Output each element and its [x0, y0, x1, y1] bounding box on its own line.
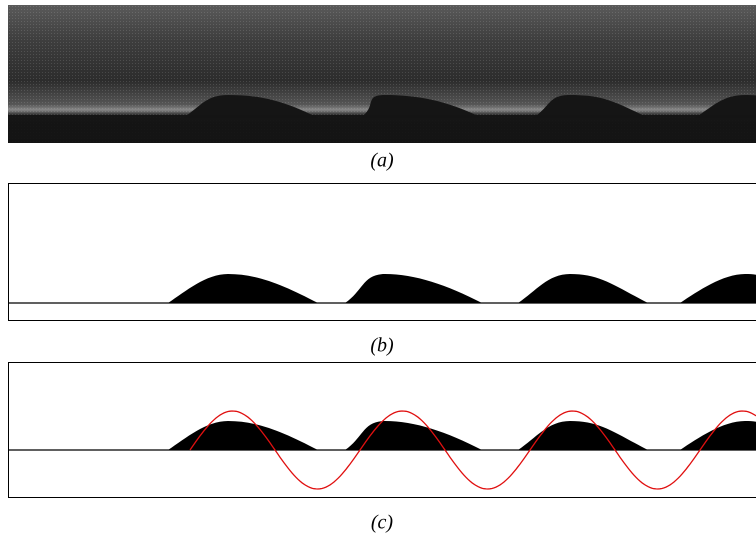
caption: (b)	[370, 335, 394, 357]
droplet	[533, 95, 648, 118]
floor	[8, 115, 756, 143]
droplet	[518, 274, 648, 303]
droplet	[183, 95, 318, 118]
droplet	[680, 421, 756, 450]
caption: (a)	[370, 150, 394, 172]
droplet	[680, 274, 756, 303]
sine-fit	[189, 410, 756, 490]
droplet	[360, 95, 482, 118]
droplet	[518, 421, 648, 450]
droplet	[168, 274, 318, 303]
camera-image	[8, 5, 756, 143]
droplet	[695, 95, 756, 118]
binary-image	[8, 183, 756, 321]
droplet	[345, 274, 482, 303]
binary-with-fit	[8, 362, 756, 498]
droplet	[345, 421, 482, 450]
caption: (c)	[371, 512, 394, 534]
